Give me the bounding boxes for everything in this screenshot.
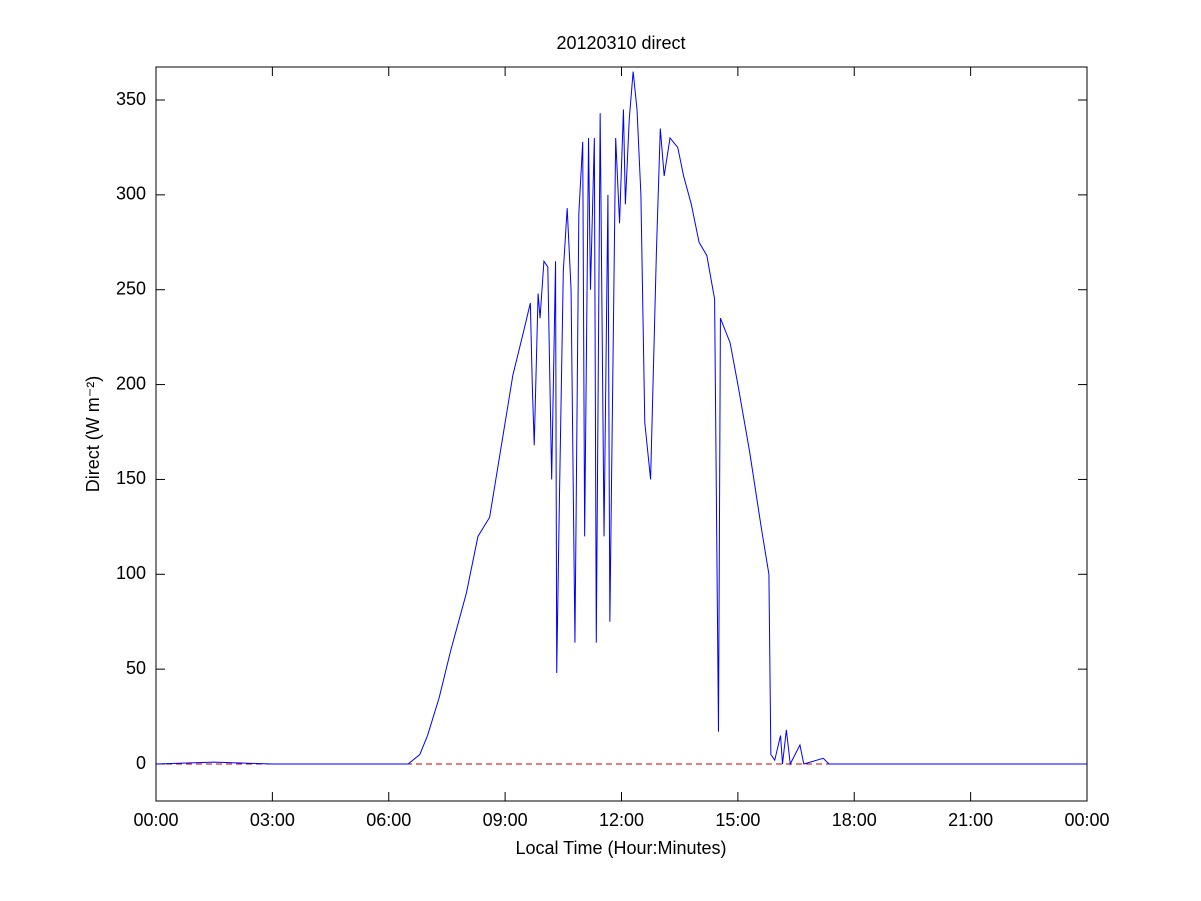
y-tick-label: 150 — [116, 468, 146, 488]
x-tick-label: 15:00 — [715, 810, 760, 830]
y-tick-label: 100 — [116, 563, 146, 583]
y-tick-label: 350 — [116, 89, 146, 109]
y-tick-label: 200 — [116, 373, 146, 393]
chart-title: 20120310 direct — [556, 33, 685, 53]
y-axis-label: Direct (W m⁻²) — [83, 376, 103, 492]
x-tick-label: 00:00 — [133, 810, 178, 830]
x-tick-label: 12:00 — [599, 810, 644, 830]
y-tick-label: 50 — [126, 658, 146, 678]
y-tick-label: 250 — [116, 278, 146, 298]
x-tick-label: 18:00 — [832, 810, 877, 830]
x-tick-label: 03:00 — [250, 810, 295, 830]
plot-frame — [155, 66, 1088, 802]
y-tick-label: 300 — [116, 184, 146, 204]
data-line — [155, 71, 1087, 766]
x-tick-label: 00:00 — [1064, 810, 1109, 830]
x-tick-label: 21:00 — [948, 810, 993, 830]
x-tick-label: 06:00 — [366, 810, 411, 830]
x-axis-label: Local Time (Hour:Minutes) — [515, 838, 726, 858]
y-tick-label: 0 — [136, 753, 146, 773]
x-tick-label: 09:00 — [483, 810, 528, 830]
